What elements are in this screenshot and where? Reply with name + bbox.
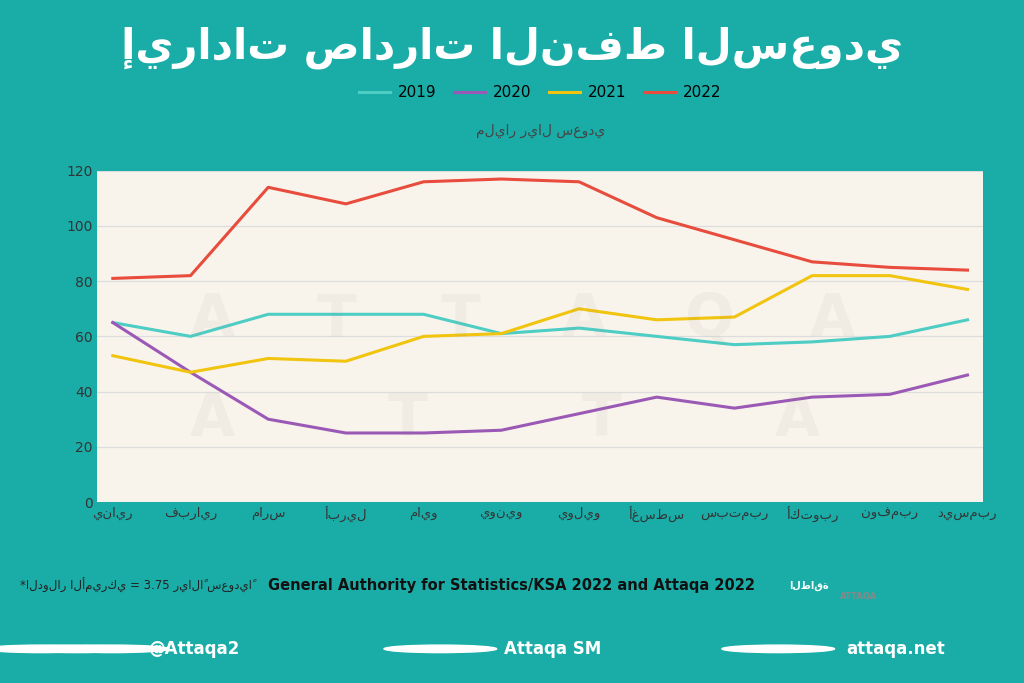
Text: Attaqa SM: Attaqa SM <box>505 640 601 658</box>
Circle shape <box>20 645 133 653</box>
Circle shape <box>762 565 856 607</box>
Text: A: A <box>810 292 855 348</box>
Text: *الدولار الأميركي = 3.75 ريالاً سعودياً: *الدولار الأميركي = 3.75 ريالاً سعودياً <box>20 578 252 594</box>
Circle shape <box>56 645 169 653</box>
Text: الطاقة: الطاقة <box>836 578 881 588</box>
Text: إيرادات صادرات النفط السعودي: إيرادات صادرات النفط السعودي <box>121 27 903 69</box>
Circle shape <box>0 645 97 653</box>
Text: ATTAQA: ATTAQA <box>840 592 877 601</box>
Text: A: A <box>189 391 234 447</box>
Text: @Attaqa2: @Attaqa2 <box>148 640 241 658</box>
Legend: 2019, 2020, 2021, 2022: 2019, 2020, 2021, 2022 <box>353 79 727 107</box>
Text: attaqa.net: attaqa.net <box>847 640 945 658</box>
Text: A: A <box>189 292 234 348</box>
Circle shape <box>384 645 497 653</box>
Text: الطاقة: الطاقة <box>790 581 828 591</box>
Text: T: T <box>583 391 623 447</box>
Text: A: A <box>562 292 607 348</box>
Text: Q: Q <box>684 292 733 348</box>
Text: T: T <box>316 292 356 348</box>
Circle shape <box>722 645 835 653</box>
Text: General Authority for Statistics/KSA 2022 and Attaqa 2022: General Authority for Statistics/KSA 202… <box>268 579 756 593</box>
Text: T: T <box>440 292 480 348</box>
Text: مليار ريال سعودي: مليار ريال سعودي <box>475 124 605 137</box>
Text: A: A <box>774 391 819 447</box>
Text: T: T <box>387 391 427 447</box>
